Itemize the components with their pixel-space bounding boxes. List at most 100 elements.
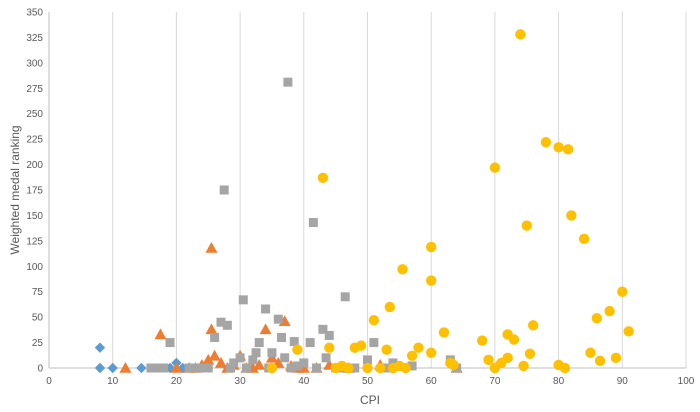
circle-point	[594, 355, 606, 367]
y-tick-label: 175	[26, 186, 43, 197]
circle-point	[375, 362, 386, 374]
square-point	[165, 338, 175, 348]
circle-point	[266, 362, 278, 374]
circle-point	[413, 342, 424, 353]
triangle-point	[208, 349, 221, 361]
circle-point	[381, 344, 392, 355]
circle-point	[426, 241, 437, 253]
circle-point	[406, 350, 418, 361]
circle-point	[489, 162, 501, 173]
circle-point	[566, 210, 577, 221]
circle-point	[617, 286, 628, 297]
diamond-point	[164, 362, 176, 374]
y-tick-label: 125	[26, 236, 43, 247]
axes: 0 10 20 30 40 50 60 70 80 90 100 0 25 50 75 100 125 150 17…	[26, 8, 694, 388]
square-point	[254, 338, 264, 348]
circle-point	[292, 344, 303, 355]
circle-point	[610, 352, 622, 364]
y-tick-label: 250	[26, 109, 43, 120]
x-tick-label: 50	[362, 376, 374, 387]
circle-point	[317, 172, 329, 183]
triangle-point	[253, 358, 266, 370]
x-tick-label: 80	[553, 376, 565, 387]
diamond-point	[94, 362, 106, 374]
circle-point	[476, 335, 488, 346]
circle-point	[585, 347, 596, 358]
grid	[112, 12, 687, 368]
circle-point	[355, 340, 367, 351]
y-tick-label: 0	[37, 364, 43, 375]
x-tick-label: 90	[617, 376, 629, 387]
circle-point	[343, 362, 354, 374]
circle-point	[448, 359, 459, 371]
x-axis-title: CPI	[360, 393, 380, 407]
square-point	[241, 363, 251, 373]
square-point	[146, 363, 156, 373]
circle-point	[397, 264, 408, 275]
triangle-point	[205, 323, 218, 335]
square-point	[305, 338, 315, 348]
square-point	[308, 218, 318, 228]
square-point	[267, 348, 277, 358]
circle-point	[604, 305, 615, 317]
circle-point	[362, 362, 373, 374]
square-point	[277, 332, 287, 342]
data-points	[94, 29, 634, 374]
circle-point	[324, 342, 335, 353]
square-point	[210, 332, 220, 342]
square-point	[283, 77, 293, 87]
square-point	[235, 353, 245, 363]
square-point	[363, 355, 372, 365]
y-tick-label: 75	[32, 287, 44, 298]
circle-point	[562, 144, 574, 155]
square-point	[407, 361, 417, 371]
square-point	[238, 295, 248, 305]
x-tick-label: 60	[426, 376, 438, 387]
y-tick-label: 100	[26, 262, 43, 273]
square-point	[222, 320, 232, 330]
diamond-point	[107, 362, 118, 374]
circle-point	[527, 320, 539, 331]
y-tick-label: 200	[26, 160, 43, 171]
circle-point	[518, 360, 529, 372]
square-point	[248, 355, 258, 365]
square-point	[251, 348, 261, 358]
triangle-point	[170, 362, 183, 373]
y-tick-label: 300	[26, 58, 43, 69]
circle-point	[515, 29, 526, 40]
circle-point	[426, 275, 437, 286]
square-point	[197, 363, 207, 373]
y-tick-label: 325	[26, 33, 43, 44]
circle-point	[524, 348, 536, 359]
square-point	[229, 358, 239, 368]
y-tick-label: 275	[26, 84, 43, 95]
x-tick-label: 100	[678, 376, 695, 387]
circle-point	[591, 312, 603, 324]
diamond-point	[94, 342, 106, 353]
square-point	[321, 353, 331, 363]
square-point	[152, 363, 162, 373]
circle-point	[508, 334, 520, 345]
diamond-point	[136, 362, 147, 374]
square-point	[312, 363, 322, 373]
y-tick-label: 50	[32, 313, 44, 324]
square-point	[369, 338, 379, 348]
circle-point	[426, 347, 437, 358]
triangle-point	[119, 362, 132, 373]
square-series	[146, 77, 462, 373]
square-point	[159, 363, 169, 373]
square-point	[292, 361, 302, 371]
circle-point	[384, 301, 395, 313]
square-point	[184, 363, 194, 373]
square-point	[203, 363, 213, 373]
square-point	[191, 363, 201, 373]
y-tick-label: 25	[32, 338, 44, 349]
circle-point	[540, 136, 552, 148]
circle-point	[502, 352, 513, 364]
square-point	[261, 304, 271, 314]
square-point	[216, 317, 226, 327]
triangle-point	[205, 241, 218, 253]
triangle-point	[202, 353, 215, 365]
